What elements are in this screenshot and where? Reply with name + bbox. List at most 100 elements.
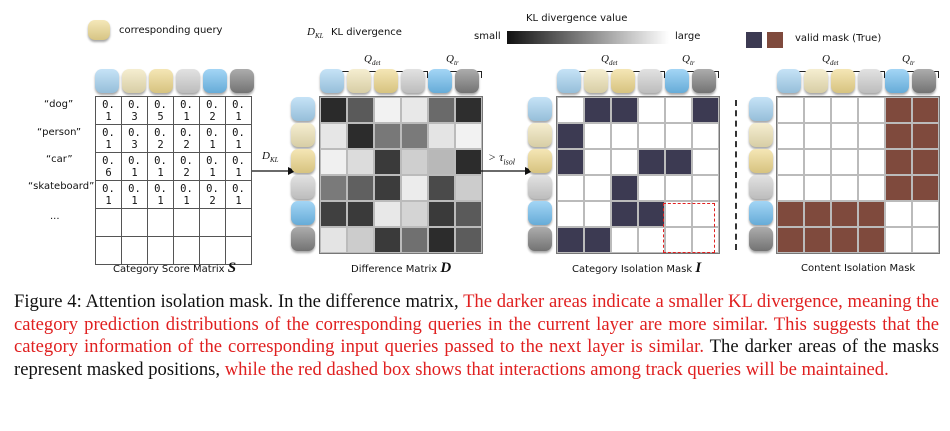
- tr-label: Qtr: [682, 53, 695, 68]
- matrix-cell: [584, 149, 611, 175]
- table-cell: 0. 1: [225, 152, 252, 181]
- table-row: 0. 1 0. 1 0. 1 0. 1 0. 2 0. 1: [95, 180, 252, 209]
- query-pill: [858, 69, 882, 93]
- query-pill: [528, 123, 552, 147]
- diff-query-col: [291, 97, 315, 251]
- table-cell: 0. 1: [173, 180, 200, 209]
- matrix-cell: [912, 201, 939, 227]
- kl-large-label: large: [675, 31, 701, 42]
- query-pill: [804, 69, 828, 93]
- matrix-cell: [557, 97, 584, 123]
- matrix-cell: [374, 123, 401, 149]
- matrix-cell: [804, 149, 831, 175]
- query-pill: [122, 69, 146, 93]
- table-cell: 0. 1: [147, 180, 174, 209]
- matrix-cell: [885, 201, 912, 227]
- query-pill: [203, 69, 227, 93]
- matrix-cell: [885, 123, 912, 149]
- table-cell: [199, 208, 226, 237]
- matrix-cell: [455, 201, 482, 227]
- matrix-cell: [584, 227, 611, 253]
- table-cell: [225, 208, 252, 237]
- query-pill: [95, 69, 119, 93]
- query-pill: [611, 69, 635, 93]
- mask-brown-swatch: [767, 32, 783, 48]
- matrix-cell: [912, 97, 939, 123]
- matrix-cell: [885, 227, 912, 253]
- matrix-cell: [611, 201, 638, 227]
- query-pill: [528, 97, 552, 121]
- matrix-cell: [692, 149, 719, 175]
- panel-divider: [735, 100, 737, 250]
- query-pill: [831, 69, 855, 93]
- caption-part: The darker areas indicate a smaller KL d…: [14, 291, 940, 357]
- track-query-dashed-box: [663, 203, 715, 253]
- table-row: 0. 6 0. 1 0. 1 0. 2 0. 1 0. 1: [95, 152, 252, 181]
- table-cell: 0. 1: [147, 152, 174, 181]
- matrix-cell: [401, 149, 428, 175]
- matrix-cell: [858, 149, 885, 175]
- matrix-cell: [777, 227, 804, 253]
- matrix-cell: [428, 97, 455, 123]
- category-score-table: 0. 1 0. 3 0. 5 0. 1 0. 2 0. 1 0. 1 0. 3 …: [95, 96, 252, 265]
- matrix-cell: [912, 227, 939, 253]
- matrix-cell: [347, 97, 374, 123]
- matrix-cell: [374, 175, 401, 201]
- table-cell: [95, 208, 122, 237]
- table-cell: 0. 1: [225, 180, 252, 209]
- figure-caption: Figure 4: Attention isolation mask. In t…: [14, 291, 939, 381]
- query-pill: [885, 69, 909, 93]
- tr-label: Qtr: [446, 53, 459, 68]
- query-pill: [777, 69, 801, 93]
- table-cell: [173, 208, 200, 237]
- query-pill: [912, 69, 936, 93]
- matrix-cell: [401, 227, 428, 253]
- query-pill: [320, 69, 344, 93]
- query-pill: [291, 227, 315, 251]
- table-cell: 0. 1: [225, 96, 252, 125]
- content-query-col: [749, 97, 773, 251]
- matrix-cell: [455, 123, 482, 149]
- matrix-cell: [428, 227, 455, 253]
- query-pill: [749, 123, 773, 147]
- matrix-cell: [831, 149, 858, 175]
- query-pill: [428, 69, 452, 93]
- matrix-cell: [347, 201, 374, 227]
- matrix-cell: [912, 123, 939, 149]
- valid-mask-label: valid mask (True): [795, 33, 882, 44]
- table-cell: 0. 2: [199, 96, 226, 125]
- matrix-cell: [831, 97, 858, 123]
- query-pill: [528, 175, 552, 199]
- table-cell: 0. 1: [95, 96, 122, 125]
- row-label: ...: [50, 211, 60, 222]
- matrix-cell: [638, 227, 665, 253]
- matrix-cell: [428, 201, 455, 227]
- query-pill: [749, 97, 773, 121]
- matrix-cell: [804, 201, 831, 227]
- query-pill: [455, 69, 479, 93]
- table-cell: 0. 6: [95, 152, 122, 181]
- matrix-cell: [374, 97, 401, 123]
- matrix-cell: [320, 175, 347, 201]
- table-cell: 0. 1: [121, 180, 148, 209]
- matrix-cell: [557, 123, 584, 149]
- matrix-cell: [885, 175, 912, 201]
- table-row: [95, 208, 252, 237]
- matrix-cell: [347, 227, 374, 253]
- matrix-cell: [428, 123, 455, 149]
- query-pill: [291, 123, 315, 147]
- matrix-cell: [401, 123, 428, 149]
- matrix-cell: [777, 175, 804, 201]
- query-pill: [291, 201, 315, 225]
- matrix-cell: [777, 149, 804, 175]
- query-pill: [749, 227, 773, 251]
- matrix-cell: [347, 149, 374, 175]
- matrix-cell: [804, 175, 831, 201]
- matrix-cell: [401, 175, 428, 201]
- table-row: 0. 1 0. 3 0. 5 0. 1 0. 2 0. 1: [95, 96, 252, 125]
- content-mask-title: Content Isolation Mask: [801, 263, 916, 274]
- table-cell: [121, 208, 148, 237]
- difference-matrix-grid: [319, 96, 483, 254]
- matrix-cell: [638, 149, 665, 175]
- query-pill: [149, 69, 173, 93]
